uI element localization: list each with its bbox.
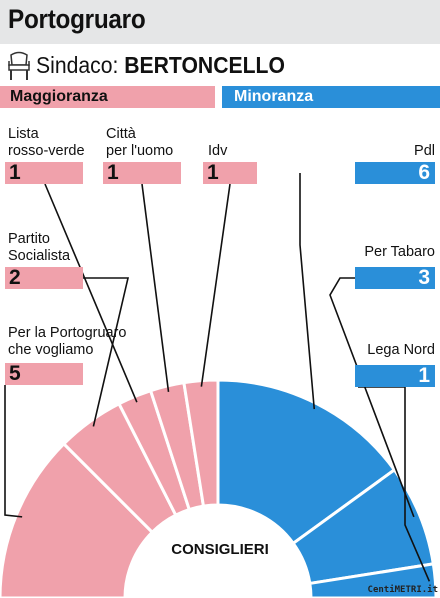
leader-line-1 — [83, 277, 130, 427]
seat-count-2: 1 — [5, 162, 83, 184]
leader-line-6 — [329, 277, 415, 518]
seat-count-6: 3 — [355, 267, 435, 289]
slice-5 — [216, 378, 397, 546]
slice-7 — [308, 562, 438, 598]
slice-label-0: Per la Portogruaro che vogliamo — [8, 325, 127, 358]
slice-label-7: Lega Nord — [367, 342, 435, 358]
page-title: Portogruaro — [8, 4, 146, 34]
leader-line-3 — [141, 183, 170, 392]
armchair-icon — [8, 51, 30, 80]
slice-label-4: Idv — [208, 143, 228, 159]
mayor-line: Sindaco: BERTONCELLO — [36, 52, 285, 79]
slice-label-2: Lista rosso-verde — [8, 126, 85, 159]
leader-line-4 — [200, 183, 231, 387]
majority-band: Maggioranza — [0, 86, 215, 108]
leader-line-7 — [358, 386, 431, 582]
title-bar: Portogruaro — [0, 0, 440, 44]
seat-count-3: 1 — [103, 162, 181, 184]
seat-count-4: 1 — [203, 162, 257, 184]
mayor-prefix: Sindaco: — [36, 52, 119, 78]
leader-line-2 — [44, 183, 138, 403]
center-label: CONSIGLIERI — [171, 541, 269, 558]
seat-count-7: 1 — [355, 365, 435, 387]
mayor-name: BERTONCELLO — [124, 52, 285, 78]
leader-line-0 — [4, 385, 23, 518]
slice-label-1: Partito Socialista — [8, 231, 71, 264]
slice-label-3: Città per l'uomo — [106, 126, 174, 159]
credit: CentiMETRI.it — [367, 585, 438, 595]
slice-label-6: Per Tabaro — [364, 244, 435, 260]
leader-line-5 — [299, 173, 316, 410]
seat-count-0: 5 — [5, 363, 83, 385]
seat-count-5: 6 — [355, 162, 435, 184]
minority-band: Minoranza — [222, 86, 440, 108]
seat-count-1: 2 — [5, 267, 83, 289]
slice-label-5: Pdl — [414, 143, 435, 159]
